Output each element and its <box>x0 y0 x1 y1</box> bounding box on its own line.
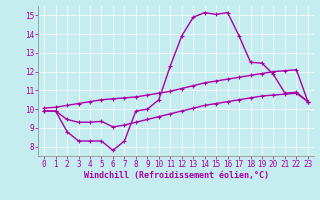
X-axis label: Windchill (Refroidissement éolien,°C): Windchill (Refroidissement éolien,°C) <box>84 171 268 180</box>
